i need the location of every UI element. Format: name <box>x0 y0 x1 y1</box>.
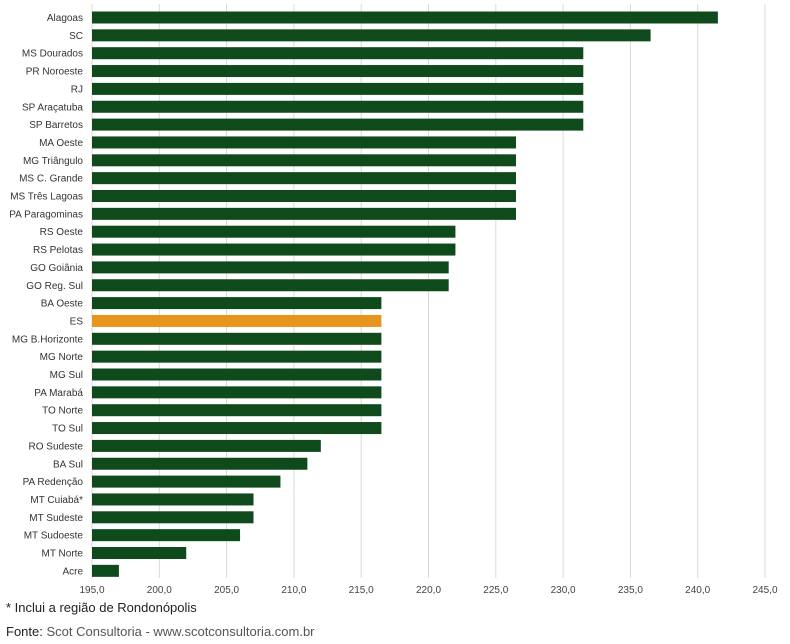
bar <box>92 529 241 542</box>
source-line: Fonte: Scot Consultoria - www.scotconsul… <box>6 624 315 639</box>
category-label: MG B.Horizonte <box>12 334 84 345</box>
category-label: SC <box>69 31 83 42</box>
bar <box>92 65 584 78</box>
category-label: PA Redenção <box>23 477 84 488</box>
bar <box>92 225 456 238</box>
bar <box>92 404 382 417</box>
category-label: MT Norte <box>42 549 84 560</box>
source-label: Fonte: <box>6 624 43 639</box>
x-tick-label: 240,0 <box>685 585 710 596</box>
category-label: MS Três Lagoas <box>10 192 83 203</box>
x-tick-label: 205,0 <box>214 585 239 596</box>
bar <box>92 279 449 292</box>
bar <box>92 172 516 185</box>
category-label: MT Sudeste <box>29 513 83 524</box>
x-tick-label: 230,0 <box>551 585 576 596</box>
bar <box>92 564 119 577</box>
category-label: PA Marabá <box>34 388 83 399</box>
category-label: MG Triângulo <box>23 156 83 167</box>
category-label: TO Norte <box>42 406 83 417</box>
bar <box>92 386 382 399</box>
bar <box>92 439 321 452</box>
bar <box>92 297 382 310</box>
bar <box>92 350 382 363</box>
bar <box>92 511 254 524</box>
category-label: GO Reg. Sul <box>26 281 83 292</box>
bar <box>92 261 449 274</box>
bar <box>92 243 456 256</box>
bar <box>92 547 187 559</box>
source-text: Scot Consultoria - www.scotconsultoria.c… <box>42 624 315 639</box>
bars <box>92 11 718 577</box>
bar <box>92 332 382 345</box>
bar <box>92 368 382 381</box>
category-label: BA Sul <box>53 459 83 470</box>
bar <box>92 314 382 327</box>
footnote: * Inclui a região de Rondonópolis <box>6 600 197 615</box>
x-axis-tick-labels: 195,0 200,0 205,0 210,0 215,0 220,0 225,0 230,0… <box>79 585 777 596</box>
category-label: TO Sul <box>52 424 83 435</box>
category-label: MT Cuiabá* <box>30 495 83 506</box>
bar <box>92 207 516 220</box>
category-label: RS Pelotas <box>33 245 83 256</box>
bar-chart: Alagoas SC MS Dourados PR Noroeste RJ SP Araç… <box>9 4 778 596</box>
bar <box>92 29 651 42</box>
category-label: PA Paragominas <box>9 209 83 220</box>
x-tick-label: 245,0 <box>752 585 777 596</box>
category-label: MA Oeste <box>39 138 83 149</box>
x-tick-label: 220,0 <box>416 585 441 596</box>
category-label: Acre <box>62 566 83 577</box>
category-labels: Alagoas SC MS Dourados PR Noroeste RJ SP Araç… <box>9 13 83 577</box>
bar <box>92 11 718 24</box>
x-tick-label: 195,0 <box>79 585 104 596</box>
category-label: BA Oeste <box>41 299 84 310</box>
x-tick-label: 225,0 <box>483 585 508 596</box>
category-label: Alagoas <box>47 13 83 24</box>
category-label: PR Noroeste <box>26 67 84 78</box>
category-label: RJ <box>71 84 83 95</box>
bar <box>92 118 584 131</box>
bar <box>92 154 516 167</box>
x-tick-label: 200,0 <box>147 585 172 596</box>
x-tick-label: 215,0 <box>349 585 374 596</box>
category-label: MG Norte <box>40 352 84 363</box>
bar <box>92 47 584 60</box>
category-label: MG Sul <box>50 370 83 381</box>
x-tick-label: 235,0 <box>618 585 643 596</box>
category-label: MT Sudoeste <box>24 531 84 542</box>
category-label: GO Goiânia <box>30 263 83 274</box>
category-label: RO Sudeste <box>29 441 84 452</box>
category-label: SP Araçatuba <box>22 102 83 113</box>
bar <box>92 100 584 113</box>
bar <box>92 190 516 202</box>
category-label: MS C. Grande <box>19 174 83 185</box>
category-label: RS Oeste <box>40 227 84 238</box>
category-label: SP Barretos <box>29 120 83 131</box>
category-label: MS Dourados <box>22 49 83 60</box>
bar <box>92 493 254 506</box>
x-tick-label: 210,0 <box>281 585 306 596</box>
bar <box>92 475 281 488</box>
bar <box>92 422 382 435</box>
category-label: ES <box>70 316 84 327</box>
bar <box>92 457 308 470</box>
bar <box>92 136 516 149</box>
bar <box>92 82 584 95</box>
